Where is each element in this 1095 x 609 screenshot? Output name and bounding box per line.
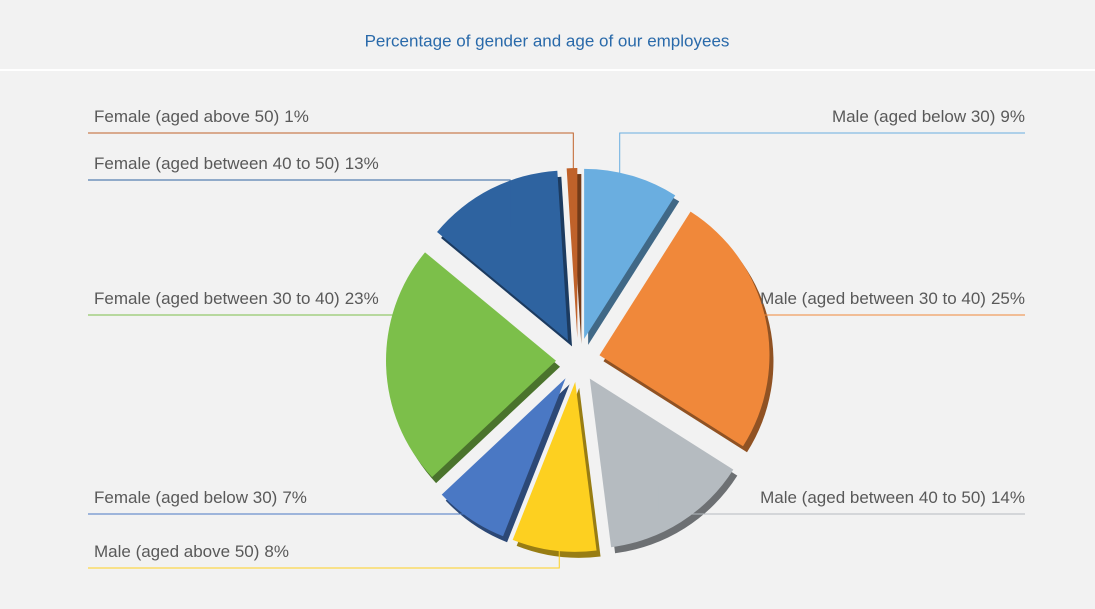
leader-line	[723, 314, 1025, 328]
leader-line	[88, 132, 574, 211]
slice-label: Female (aged between 40 to 50) 13%	[94, 154, 379, 173]
slice-value-label: 14%	[991, 488, 1025, 507]
leader-line	[88, 179, 511, 227]
slice-category: Female (aged between 30 to 40)	[94, 289, 340, 308]
slice-label: Female (aged above 50) 1%	[94, 107, 309, 126]
slice-category: Male (aged between 40 to 50)	[760, 488, 986, 507]
slice	[512, 381, 597, 552]
slice-label: Male (aged between 40 to 50) 14%	[760, 488, 1025, 507]
leader-line	[88, 483, 495, 515]
slice-category: Female (aged below 30)	[94, 488, 277, 507]
slice-label: Male (aged between 30 to 40) 25%	[760, 289, 1025, 308]
slice-category: Female (aged above 50)	[94, 107, 279, 126]
slice-value-label: 13%	[345, 154, 379, 173]
slice	[589, 378, 734, 548]
slice	[441, 378, 566, 537]
leader-line	[619, 132, 1025, 217]
slice-category: Female (aged between 40 to 50)	[94, 154, 340, 173]
slice-value-label: 1%	[284, 107, 309, 126]
leader-line	[657, 486, 1025, 515]
slice-label: Female (aged between 30 to 40) 23%	[94, 289, 379, 308]
slice-value-label: 23%	[345, 289, 379, 308]
slice	[566, 168, 578, 339]
slice-value-label: 7%	[282, 488, 307, 507]
slice-label: Male (aged below 30) 9%	[832, 107, 1025, 126]
slice-label: Female (aged below 30) 7%	[94, 488, 307, 507]
leader-line	[88, 314, 430, 365]
leader-line	[88, 508, 560, 569]
slice-value-label: 8%	[264, 542, 289, 561]
slice	[386, 252, 557, 478]
slice-category: Male (aged below 30)	[832, 107, 995, 126]
slice	[599, 211, 770, 447]
slice	[584, 168, 676, 339]
slice-category: Male (aged above 50)	[94, 542, 259, 561]
slice-value-label: 25%	[991, 289, 1025, 308]
chart-title: Percentage of gender and age of our empl…	[365, 31, 730, 50]
slice-label: Male (aged above 50) 8%	[94, 542, 289, 561]
slice	[437, 170, 569, 341]
slice-category: Male (aged between 30 to 40)	[760, 289, 986, 308]
slice-value-label: 9%	[1000, 107, 1025, 126]
